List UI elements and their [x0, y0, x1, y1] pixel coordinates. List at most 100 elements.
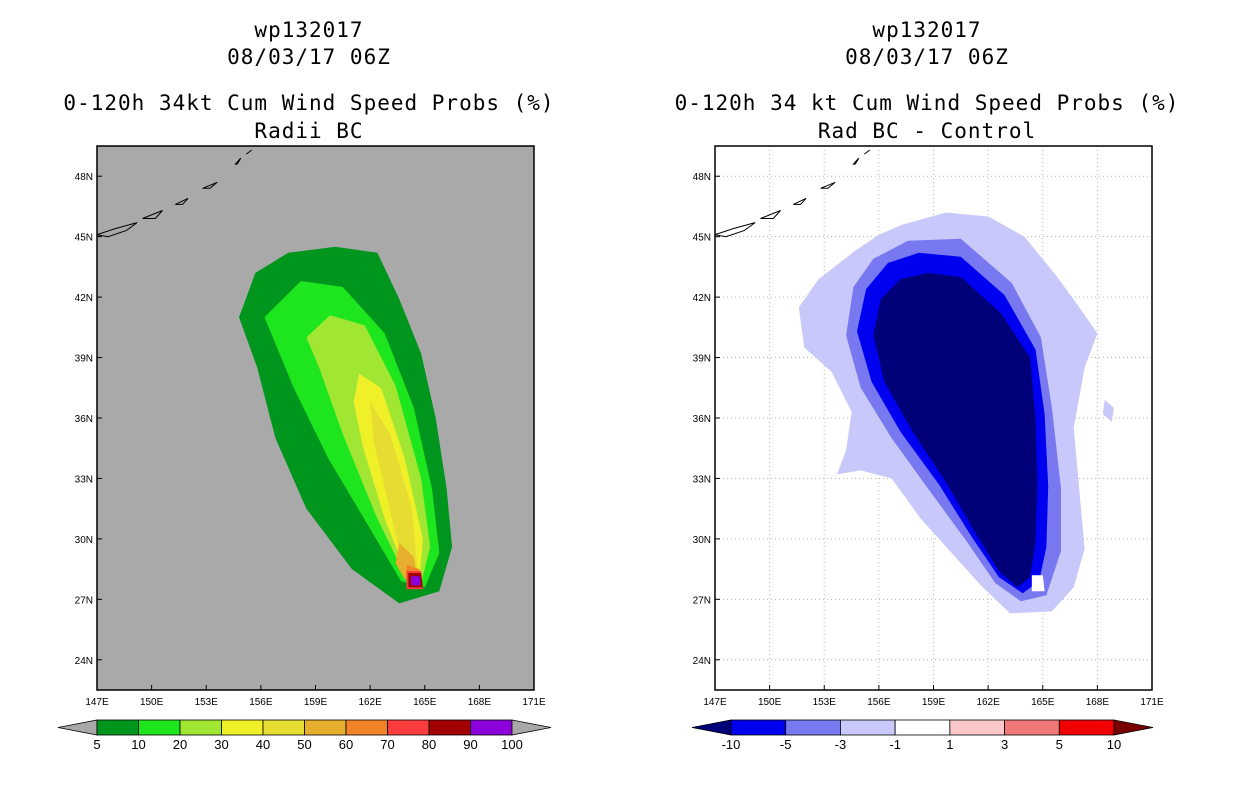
colorbar-label: 1 — [946, 737, 953, 752]
coastline-island — [852, 157, 860, 165]
coastline-island — [760, 210, 781, 219]
y-tick-label: 39N — [693, 354, 711, 365]
y-tick-label: 24N — [75, 656, 93, 667]
y-tick-label: 27N — [693, 595, 711, 606]
y-tick-label: 45N — [75, 233, 93, 244]
x-tick-label: 150E — [140, 697, 164, 708]
colorbar-swatch — [1058, 719, 1115, 736]
forecast-datetime: 08/03/17 06Z — [227, 45, 391, 69]
contour-40-50 — [370, 401, 418, 572]
colorbar-swatch — [138, 719, 181, 736]
colorbar-label: 3 — [1001, 737, 1008, 752]
plot-area — [715, 146, 1152, 690]
right-panel: wp132017 08/03/17 06Z 0-120h 34 kt Cum W… — [618, 0, 1236, 800]
coastline-island — [864, 149, 871, 155]
colorbar-swatch — [730, 719, 787, 736]
y-tick-label: 33N — [693, 474, 711, 485]
colorbar-under-arrow — [691, 719, 732, 736]
coastline-island — [97, 222, 138, 238]
y-tick-label: 30N — [693, 535, 711, 546]
y-tick-label: 39N — [75, 354, 93, 365]
y-tick-label: 24N — [693, 656, 711, 667]
colorbar-swatch — [387, 719, 430, 736]
colorbar-swatch — [785, 719, 841, 736]
colorbar-label: 70 — [380, 737, 394, 752]
contour-90-100 — [411, 576, 421, 586]
contour--1to1 — [1031, 575, 1045, 592]
y-tick-label: 27N — [75, 595, 93, 606]
y-tick-label: 45N — [693, 233, 711, 244]
colorbar-swatch — [179, 719, 222, 736]
y-tick-label: 36N — [75, 414, 93, 425]
coastline-island — [715, 222, 756, 238]
x-tick-label: 159E — [304, 697, 328, 708]
contour--3to-1 — [1102, 399, 1114, 422]
contour--10 — [873, 272, 1038, 588]
colorbar-under-arrow — [57, 719, 98, 736]
chart-title: 0-120h 34 kt Cum Wind Speed Probs (%) — [674, 91, 1180, 115]
coastline-island — [820, 181, 836, 189]
y-tick-label: 42N — [75, 293, 93, 304]
x-tick-label: 168E — [468, 697, 492, 708]
chart-subtitle: Rad BC - Control — [817, 119, 1037, 143]
colorbar-swatch — [840, 719, 896, 736]
storm-id: wp132017 — [254, 18, 364, 42]
colorbar-label: 50 — [297, 737, 311, 752]
colorbar-over-arrow — [1113, 719, 1154, 736]
colorbar-label: 90 — [463, 737, 477, 752]
x-tick-label: 162E — [976, 697, 1000, 708]
x-tick-label: 153E — [813, 697, 837, 708]
colorbar-swatch — [345, 719, 388, 736]
colorbar-label: 80 — [422, 737, 436, 752]
coastline-island — [234, 157, 242, 165]
colorbar-label: 60 — [339, 737, 353, 752]
colorbar-swatch — [428, 719, 471, 736]
colorbar-swatch — [96, 719, 139, 736]
colorbar-label: 100 — [501, 737, 523, 752]
x-tick-label: 171E — [522, 697, 546, 708]
y-tick-label: 30N — [75, 535, 93, 546]
coastline-island — [142, 210, 163, 219]
chart-title: 0-120h 34kt Cum Wind Speed Probs (%) — [63, 91, 555, 115]
coastline-island — [202, 181, 218, 189]
x-tick-label: 171E — [1140, 697, 1164, 708]
y-tick-label: 48N — [693, 172, 711, 183]
x-tick-label: 156E — [867, 697, 891, 708]
x-tick-label: 165E — [413, 697, 437, 708]
colorbar-swatch — [262, 719, 305, 736]
colorbar-label: -5 — [780, 737, 792, 752]
x-tick-label: 147E — [85, 697, 109, 708]
forecast-datetime: 08/03/17 06Z — [845, 45, 1009, 69]
colorbar-label: -10 — [722, 737, 741, 752]
colorbar-label: -3 — [835, 737, 847, 752]
colorbar-label: 10 — [1107, 737, 1121, 752]
colorbar-label: 20 — [173, 737, 187, 752]
x-tick-label: 150E — [758, 697, 782, 708]
right-map-chart: 147E 150E 153E 156E 159E 162E 165E 168E 171E 48N 4… — [691, 145, 1164, 752]
colorbar-label: 30 — [214, 737, 228, 752]
colorbar-label: 5 — [1056, 737, 1063, 752]
left-map-chart: 147E 150E 153E 156E 159E 162E 165E 168E 171E 48N 4… — [57, 145, 552, 752]
plot-area — [97, 146, 453, 604]
colorbar-swatch — [470, 719, 513, 736]
colorbar-label: -1 — [889, 737, 901, 752]
colorbar-label: 5 — [93, 737, 100, 752]
colorbar-swatch — [304, 719, 347, 736]
coastline-island — [175, 197, 189, 205]
coastline-island — [793, 197, 807, 205]
colorbar-label: 40 — [256, 737, 270, 752]
x-tick-label: 159E — [922, 697, 946, 708]
x-tick-label: 147E — [703, 697, 727, 708]
colorbar-swatch — [221, 719, 264, 736]
colorbar-swatch — [949, 719, 1005, 736]
y-tick-label: 48N — [75, 172, 93, 183]
chart-subtitle: Radii BC — [254, 119, 364, 143]
colorbar-label: 10 — [131, 737, 145, 752]
left-panel: wp132017 08/03/17 06Z 0-120h 34kt Cum Wi… — [57, 18, 555, 752]
y-tick-label: 36N — [693, 414, 711, 425]
colorbar-swatch — [894, 719, 951, 736]
storm-id: wp132017 — [872, 18, 982, 42]
x-tick-label: 156E — [249, 697, 273, 708]
x-tick-label: 165E — [1031, 697, 1055, 708]
x-tick-label: 162E — [358, 697, 382, 708]
